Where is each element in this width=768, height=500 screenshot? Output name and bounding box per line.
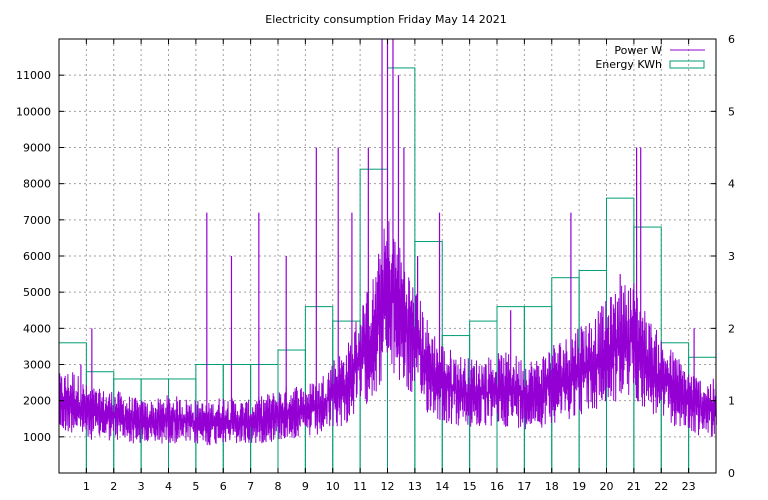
y2-tick-label: 2: [728, 322, 735, 335]
legend: Power W Energy KWh: [595, 44, 705, 71]
y-tick-label: 7000: [23, 214, 51, 227]
x-tick-label: 5: [192, 480, 199, 493]
y-axis-right: 0 1 2 3 4 5 6: [711, 33, 735, 480]
y-tick-label: 11000: [16, 69, 51, 82]
x-tick-label: 13: [408, 480, 422, 493]
x-tick-label: 16: [490, 480, 504, 493]
x-tick-label: 12: [381, 480, 395, 493]
x-tick-label: 21: [627, 480, 641, 493]
x-tick-label: 2: [110, 480, 117, 493]
y2-tick-label: 6: [728, 33, 735, 46]
power-series: [58, 39, 717, 446]
y-tick-label: 1000: [23, 431, 51, 444]
x-tick-label: 17: [517, 480, 531, 493]
x-tick-label: 9: [302, 480, 309, 493]
x-tick-label: 15: [463, 480, 477, 493]
x-tick-label: 4: [165, 480, 172, 493]
y-axis-left: 1000 2000 3000 4000 5000 6000 7000 8000 9000 1000…: [16, 69, 64, 444]
x-tick-label: 23: [682, 480, 696, 493]
x-tick-label: 1: [83, 480, 90, 493]
x-tick-label: 10: [326, 480, 340, 493]
x-tick-label: 18: [545, 480, 559, 493]
x-tick-label: 3: [138, 480, 145, 493]
y2-tick-label: 3: [728, 250, 735, 263]
legend-label-energy: Energy KWh: [595, 58, 662, 71]
x-tick-label: 22: [654, 480, 668, 493]
legend-label-power: Power W: [614, 44, 662, 57]
x-tick-label: 11: [353, 480, 367, 493]
x-tick-label: 6: [220, 480, 227, 493]
y2-tick-label: 5: [728, 105, 735, 118]
chart-title: Electricity consumption Friday May 14 20…: [265, 13, 506, 26]
y-tick-label: 6000: [23, 250, 51, 263]
x-tick-label: 7: [247, 480, 254, 493]
legend-swatch-energy: [669, 60, 705, 69]
y-tick-label: 9000: [23, 142, 51, 155]
y-tick-label: 2000: [23, 395, 51, 408]
x-tick-label: 8: [275, 480, 282, 493]
y2-tick-label: 4: [728, 178, 735, 191]
x-tick-label: 14: [435, 480, 449, 493]
y-tick-label: 8000: [23, 178, 51, 191]
y-tick-label: 4000: [23, 322, 51, 335]
y-tick-label: 3000: [23, 359, 51, 372]
x-tick-label: 19: [572, 480, 586, 493]
x-tick-label: 20: [600, 480, 614, 493]
y2-tick-label: 1: [728, 395, 735, 408]
x-axis: 1 2 3 4 5 6 7 8 9 10 11 12 13 14 15 16 17 18 19 20 21 22 23: [83, 39, 696, 493]
y2-tick-label: 0: [728, 467, 735, 480]
y-tick-label: 5000: [23, 286, 51, 299]
y-tick-label: 10000: [16, 105, 51, 118]
